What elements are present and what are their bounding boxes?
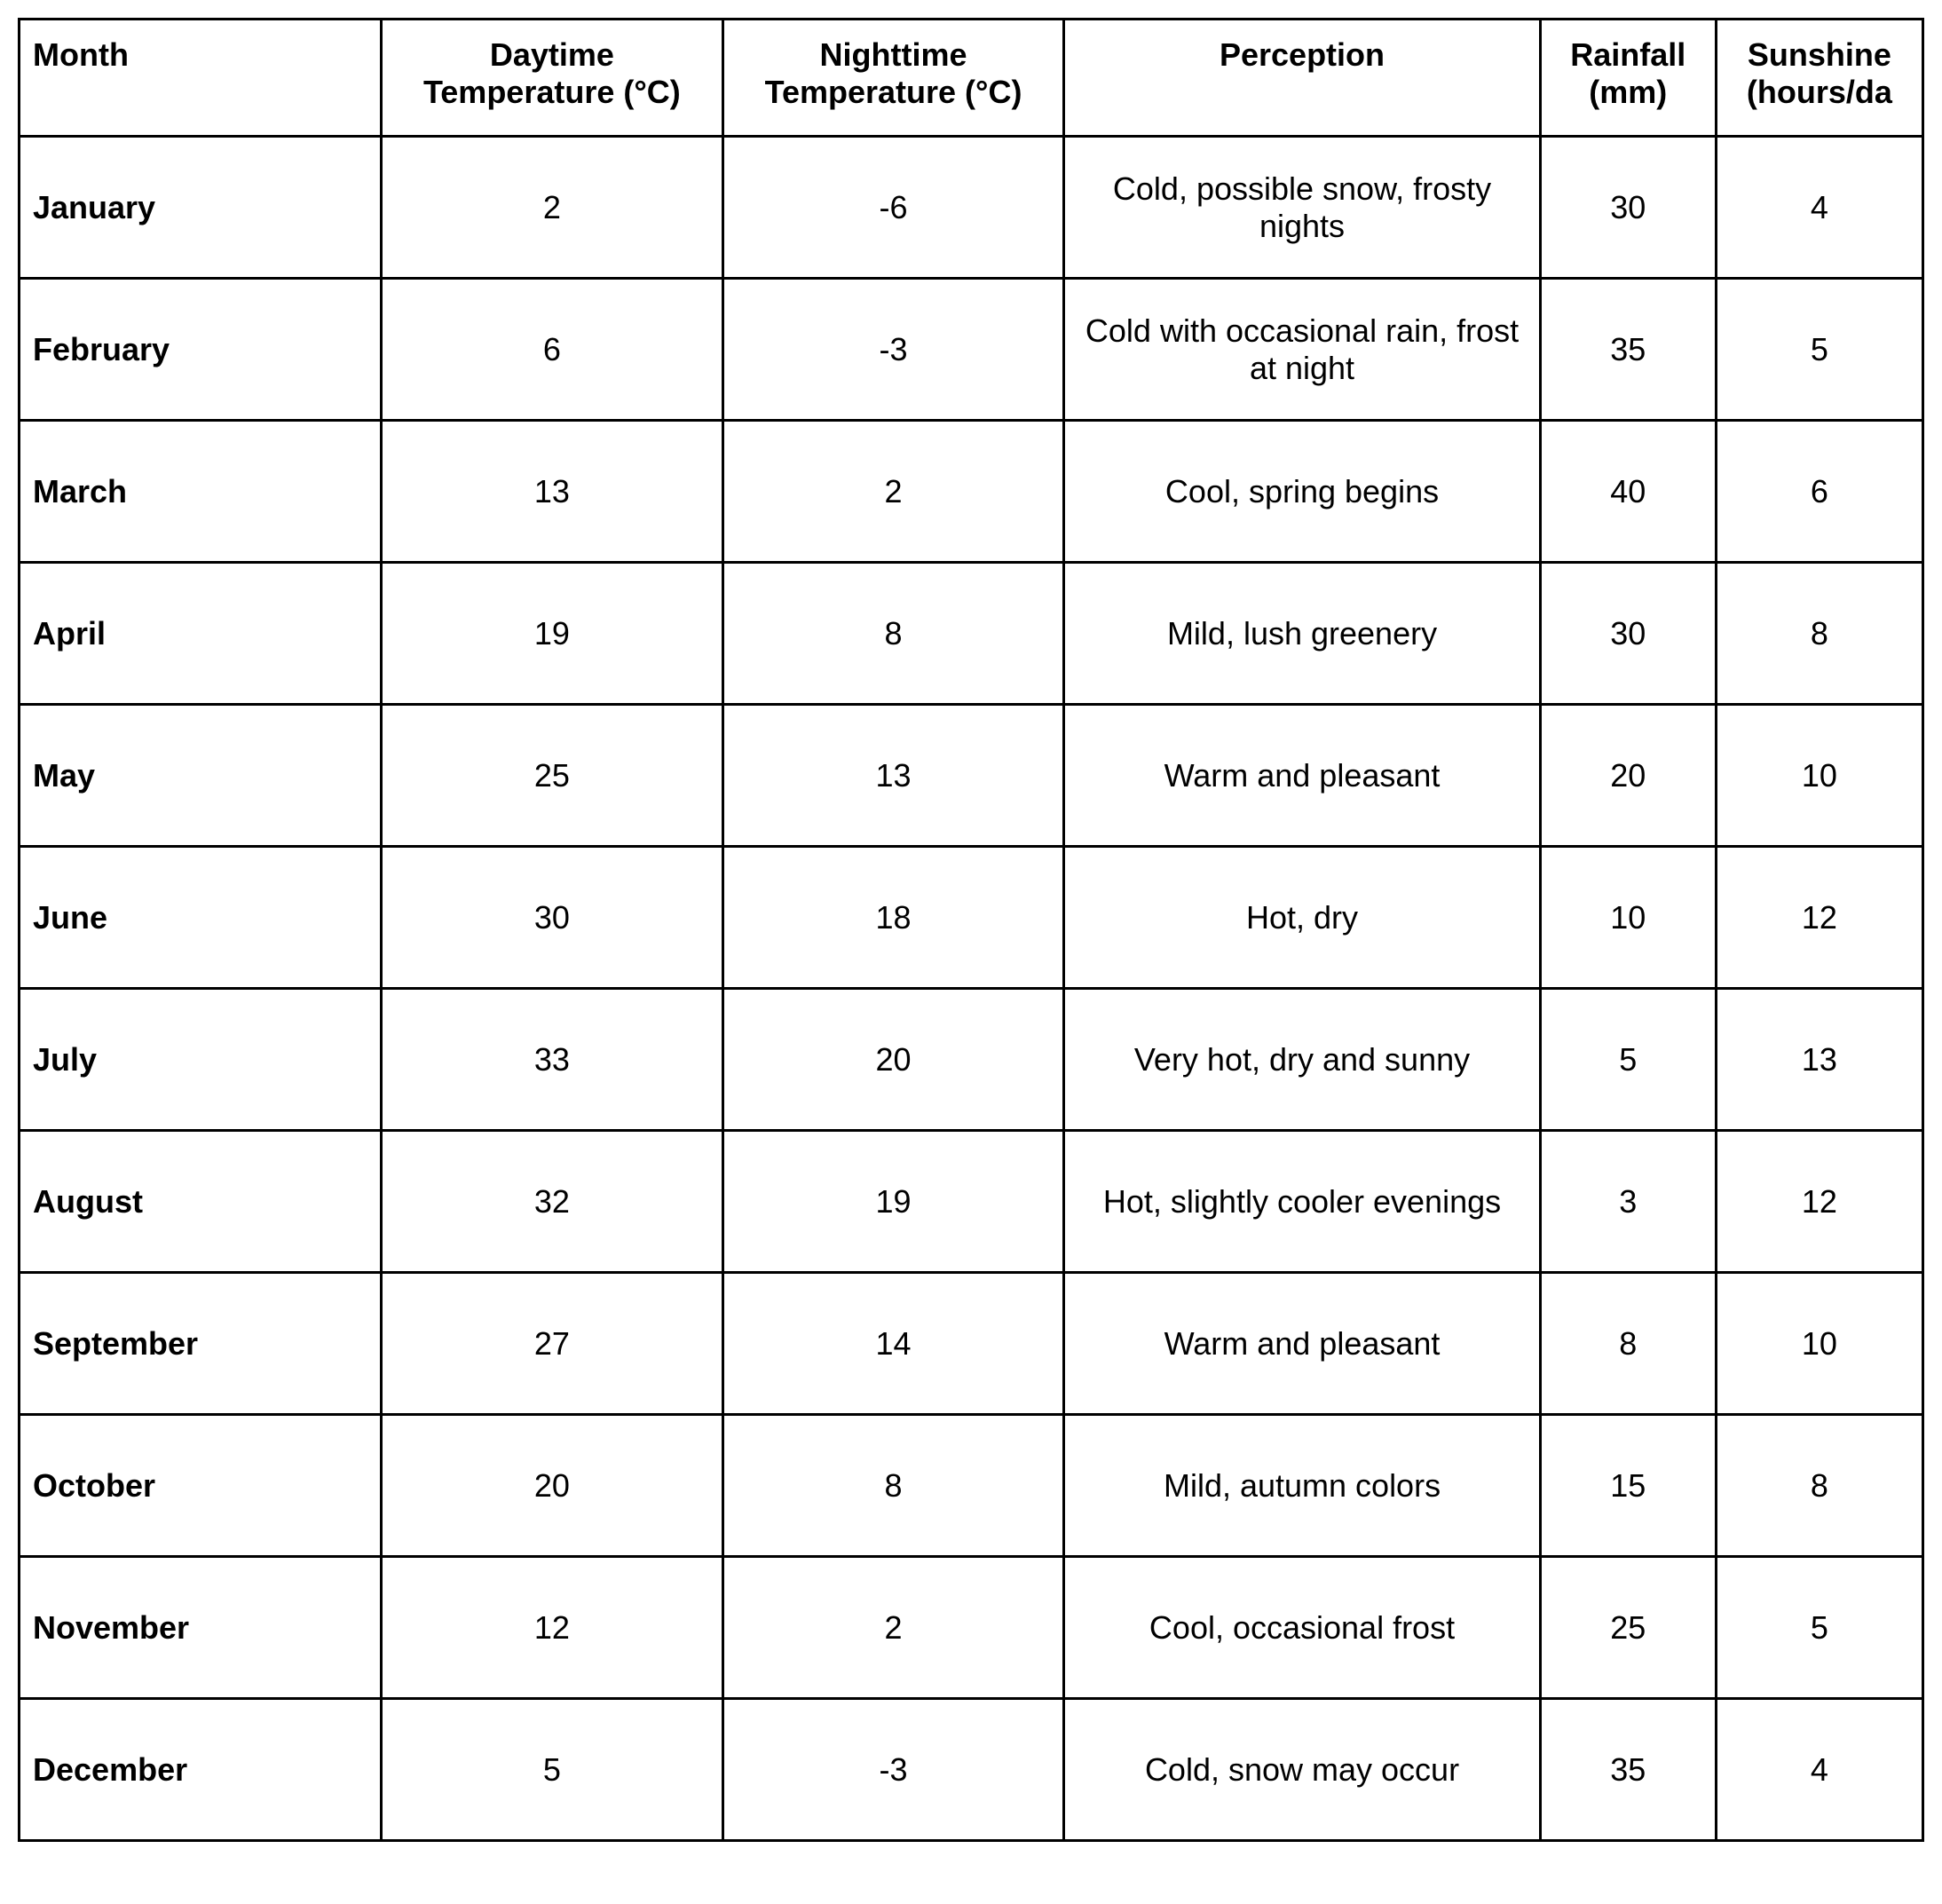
header-sunshine: Sunshine (hours/da bbox=[1716, 20, 1922, 137]
cell-sunshine: 5 bbox=[1716, 1557, 1922, 1699]
table-row: July 33 20 Very hot, dry and sunny 5 13 bbox=[20, 989, 1923, 1131]
cell-rainfall: 25 bbox=[1540, 1557, 1716, 1699]
cell-rainfall: 40 bbox=[1540, 421, 1716, 563]
cell-month: March bbox=[20, 421, 382, 563]
cell-rainfall: 35 bbox=[1540, 279, 1716, 421]
cell-month: May bbox=[20, 705, 382, 847]
cell-rainfall: 3 bbox=[1540, 1131, 1716, 1273]
cell-sunshine: 4 bbox=[1716, 137, 1922, 279]
cell-sunshine: 5 bbox=[1716, 279, 1922, 421]
cell-rainfall: 30 bbox=[1540, 137, 1716, 279]
cell-month: July bbox=[20, 989, 382, 1131]
cell-perception: Mild, autumn colors bbox=[1064, 1415, 1540, 1557]
cell-month: June bbox=[20, 847, 382, 989]
table-row: April 19 8 Mild, lush greenery 30 8 bbox=[20, 563, 1923, 705]
cell-perception: Hot, dry bbox=[1064, 847, 1540, 989]
table-row: February 6 -3 Cold with occasional rain,… bbox=[20, 279, 1923, 421]
cell-month: February bbox=[20, 279, 382, 421]
cell-daytime: 25 bbox=[382, 705, 723, 847]
cell-daytime: 27 bbox=[382, 1273, 723, 1415]
table-header: Month Daytime Temperature (°C) Nighttime… bbox=[20, 20, 1923, 137]
cell-sunshine: 8 bbox=[1716, 1415, 1922, 1557]
cell-sunshine: 12 bbox=[1716, 1131, 1922, 1273]
cell-sunshine: 13 bbox=[1716, 989, 1922, 1131]
table-row: March 13 2 Cool, spring begins 40 6 bbox=[20, 421, 1923, 563]
cell-month: September bbox=[20, 1273, 382, 1415]
cell-nighttime: -3 bbox=[722, 1699, 1064, 1841]
header-nighttime: Nighttime Temperature (°C) bbox=[722, 20, 1064, 137]
cell-nighttime: 2 bbox=[722, 421, 1064, 563]
cell-rainfall: 30 bbox=[1540, 563, 1716, 705]
cell-sunshine: 10 bbox=[1716, 1273, 1922, 1415]
cell-daytime: 20 bbox=[382, 1415, 723, 1557]
cell-perception: Cold, snow may occur bbox=[1064, 1699, 1540, 1841]
cell-rainfall: 5 bbox=[1540, 989, 1716, 1131]
table-row: August 32 19 Hot, slightly cooler evenin… bbox=[20, 1131, 1923, 1273]
cell-nighttime: 20 bbox=[722, 989, 1064, 1131]
cell-daytime: 6 bbox=[382, 279, 723, 421]
cell-perception: Warm and pleasant bbox=[1064, 1273, 1540, 1415]
header-month: Month bbox=[20, 20, 382, 137]
cell-perception: Very hot, dry and sunny bbox=[1064, 989, 1540, 1131]
cell-nighttime: 8 bbox=[722, 563, 1064, 705]
cell-rainfall: 8 bbox=[1540, 1273, 1716, 1415]
cell-sunshine: 10 bbox=[1716, 705, 1922, 847]
cell-perception: Mild, lush greenery bbox=[1064, 563, 1540, 705]
cell-nighttime: 2 bbox=[722, 1557, 1064, 1699]
cell-nighttime: 18 bbox=[722, 847, 1064, 989]
cell-daytime: 19 bbox=[382, 563, 723, 705]
cell-daytime: 32 bbox=[382, 1131, 723, 1273]
cell-month: April bbox=[20, 563, 382, 705]
table-row: May 25 13 Warm and pleasant 20 10 bbox=[20, 705, 1923, 847]
table-row: June 30 18 Hot, dry 10 12 bbox=[20, 847, 1923, 989]
table-row: December 5 -3 Cold, snow may occur 35 4 bbox=[20, 1699, 1923, 1841]
header-daytime: Daytime Temperature (°C) bbox=[382, 20, 723, 137]
header-rainfall: Rainfall (mm) bbox=[1540, 20, 1716, 137]
cell-perception: Cool, occasional frost bbox=[1064, 1557, 1540, 1699]
climate-table: Month Daytime Temperature (°C) Nighttime… bbox=[18, 18, 1924, 1842]
cell-month: January bbox=[20, 137, 382, 279]
cell-daytime: 5 bbox=[382, 1699, 723, 1841]
cell-rainfall: 20 bbox=[1540, 705, 1716, 847]
cell-nighttime: 8 bbox=[722, 1415, 1064, 1557]
cell-month: November bbox=[20, 1557, 382, 1699]
cell-daytime: 33 bbox=[382, 989, 723, 1131]
cell-month: December bbox=[20, 1699, 382, 1841]
cell-daytime: 13 bbox=[382, 421, 723, 563]
cell-perception: Cold with occasional rain, frost at nigh… bbox=[1064, 279, 1540, 421]
cell-perception: Warm and pleasant bbox=[1064, 705, 1540, 847]
cell-sunshine: 6 bbox=[1716, 421, 1922, 563]
table-body: January 2 -6 Cold, possible snow, frosty… bbox=[20, 137, 1923, 1841]
cell-sunshine: 4 bbox=[1716, 1699, 1922, 1841]
cell-daytime: 2 bbox=[382, 137, 723, 279]
header-row: Month Daytime Temperature (°C) Nighttime… bbox=[20, 20, 1923, 137]
cell-nighttime: 19 bbox=[722, 1131, 1064, 1273]
cell-rainfall: 15 bbox=[1540, 1415, 1716, 1557]
cell-perception: Cool, spring begins bbox=[1064, 421, 1540, 563]
header-perception: Perception bbox=[1064, 20, 1540, 137]
cell-nighttime: 14 bbox=[722, 1273, 1064, 1415]
cell-sunshine: 12 bbox=[1716, 847, 1922, 989]
cell-perception: Cold, possible snow, frosty nights bbox=[1064, 137, 1540, 279]
cell-sunshine: 8 bbox=[1716, 563, 1922, 705]
cell-perception: Hot, slightly cooler evenings bbox=[1064, 1131, 1540, 1273]
cell-month: October bbox=[20, 1415, 382, 1557]
cell-nighttime: 13 bbox=[722, 705, 1064, 847]
cell-month: August bbox=[20, 1131, 382, 1273]
table-row: September 27 14 Warm and pleasant 8 10 bbox=[20, 1273, 1923, 1415]
table-row: October 20 8 Mild, autumn colors 15 8 bbox=[20, 1415, 1923, 1557]
cell-nighttime: -6 bbox=[722, 137, 1064, 279]
cell-nighttime: -3 bbox=[722, 279, 1064, 421]
table-row: January 2 -6 Cold, possible snow, frosty… bbox=[20, 137, 1923, 279]
table-row: November 12 2 Cool, occasional frost 25 … bbox=[20, 1557, 1923, 1699]
cell-daytime: 12 bbox=[382, 1557, 723, 1699]
cell-daytime: 30 bbox=[382, 847, 723, 989]
cell-rainfall: 35 bbox=[1540, 1699, 1716, 1841]
cell-rainfall: 10 bbox=[1540, 847, 1716, 989]
